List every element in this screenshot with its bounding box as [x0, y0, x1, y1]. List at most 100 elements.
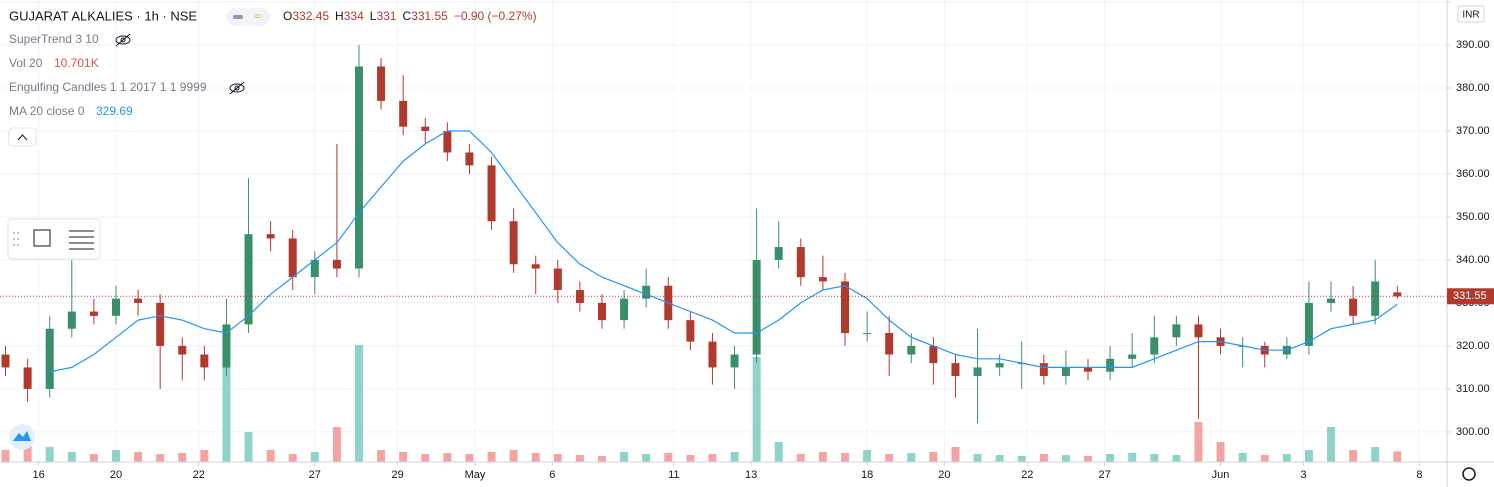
logo-mark	[13, 431, 31, 441]
volume-bar	[1061, 455, 1070, 462]
candle-body	[686, 320, 695, 342]
collapse-button[interactable]	[8, 127, 37, 147]
candle-body	[134, 298, 143, 303]
x-tick-label: 29	[392, 469, 404, 481]
currency-box	[1457, 5, 1485, 23]
select-tool[interactable]	[33, 229, 51, 247]
x-tick-label: May	[465, 469, 486, 481]
candle-body	[1371, 281, 1380, 316]
candle-body	[863, 333, 872, 335]
indicator: MA 20 close 0	[9, 104, 85, 118]
candle-body	[885, 333, 894, 355]
settings-gear[interactable]	[1462, 467, 1476, 481]
candle-body	[89, 311, 98, 316]
candle-body	[1, 354, 10, 368]
volume-bar	[1106, 454, 1115, 462]
volume-bar	[929, 452, 938, 462]
volume-bar	[1393, 451, 1402, 462]
volume-bar	[23, 442, 32, 462]
settings-tool[interactable]	[69, 230, 94, 250]
candle-body	[1084, 367, 1093, 372]
candle-body	[244, 234, 253, 325]
volume-bar	[487, 452, 496, 462]
toggle-icon	[233, 15, 243, 19]
y-tick-label: 380.00	[1456, 82, 1490, 94]
volume-bar	[885, 454, 894, 462]
candle-body	[266, 234, 275, 239]
candle-body	[907, 345, 916, 355]
volume-bar	[509, 450, 518, 462]
candle-body	[708, 341, 717, 368]
volume-bar	[951, 447, 960, 462]
x-tick-label: 27	[309, 469, 321, 481]
candle-body	[642, 285, 651, 299]
candle-body	[509, 221, 518, 265]
candle-body	[222, 324, 231, 368]
x-tick-label: 3	[1300, 469, 1306, 481]
candle-body	[45, 328, 54, 389]
toggle[interactable]	[226, 8, 270, 26]
candle-body	[23, 367, 32, 389]
candle-body	[178, 345, 187, 355]
volume-bar	[1371, 447, 1380, 462]
candle-body	[399, 100, 408, 127]
candle-body	[111, 298, 120, 316]
volume-bar	[1238, 453, 1247, 462]
x-tick-label: 20	[938, 469, 950, 481]
candle-body	[531, 264, 540, 269]
eye-off-icon[interactable]	[115, 33, 131, 47]
change: −0.90 (−0.27%)	[454, 9, 537, 23]
volume-bar	[332, 427, 341, 462]
ohlc-label: O	[283, 9, 292, 23]
volume-bar	[89, 454, 98, 462]
volume-bar	[310, 452, 319, 462]
drag-handle	[13, 232, 19, 246]
volume-bar	[1039, 454, 1048, 462]
grid	[0, 0, 1447, 462]
volume-bar	[642, 454, 651, 462]
candle-body	[67, 311, 76, 329]
volume-bar	[752, 357, 761, 462]
candle-body	[973, 367, 982, 377]
volume-bar	[67, 452, 76, 462]
candle-body	[1039, 363, 1048, 377]
y-tick-label: 300.00	[1456, 426, 1490, 438]
volume-bar	[399, 452, 408, 462]
candle-body	[929, 345, 938, 364]
ohlc-value: 332.45	[292, 9, 329, 23]
volume-bar	[45, 447, 54, 462]
volume-bar	[1282, 454, 1291, 462]
indicator: Vol 20	[9, 56, 43, 70]
volume-bar	[1194, 422, 1203, 462]
volume-bar	[553, 454, 562, 462]
candle-body	[156, 302, 165, 346]
volume-bar	[1304, 450, 1313, 462]
indicator-value: 329.69	[96, 104, 133, 118]
candle-body	[1150, 337, 1159, 355]
volume-bar	[354, 345, 363, 462]
volume-bar	[200, 450, 209, 462]
ohlc-value: 331.55	[411, 9, 448, 23]
volume-bar	[907, 453, 916, 462]
volume-bar	[156, 454, 165, 462]
x-tick-label: 20	[110, 469, 122, 481]
candle-body	[1304, 302, 1313, 346]
candle-body	[421, 126, 430, 131]
candle-body	[774, 247, 783, 260]
y-tick-label: 370.00	[1456, 125, 1490, 137]
volume-bar	[443, 453, 452, 462]
volume-bar	[863, 450, 872, 462]
volume-bar	[1260, 455, 1269, 462]
x-tick-label: 18	[861, 469, 873, 481]
candle-body	[332, 259, 341, 269]
candle-body	[310, 259, 319, 278]
overlay	[0, 130, 1447, 373]
volume-bar	[1128, 453, 1137, 462]
volume-bar	[1327, 427, 1336, 462]
ohlc-label: C	[402, 9, 411, 23]
candle-body	[1327, 298, 1336, 303]
x-tick-label: 22	[193, 469, 205, 481]
eye-off-icon[interactable]	[229, 81, 245, 95]
